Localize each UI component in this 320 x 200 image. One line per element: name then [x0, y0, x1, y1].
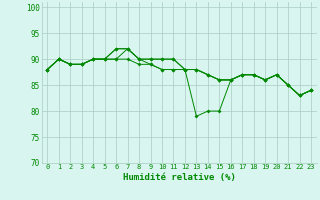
X-axis label: Humidité relative (%): Humidité relative (%)	[123, 173, 236, 182]
